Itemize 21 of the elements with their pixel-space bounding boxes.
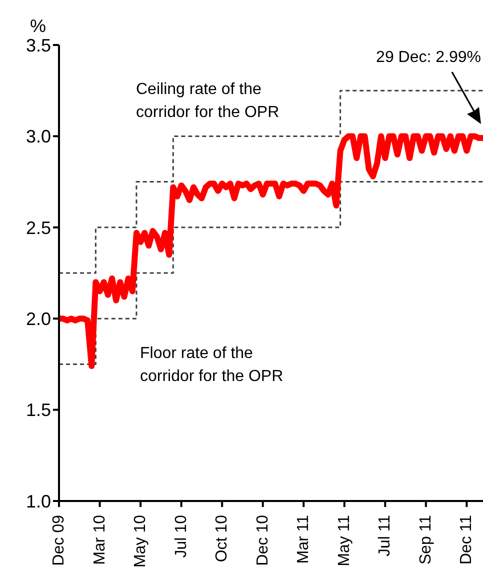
x-tick-label: May 11 bbox=[336, 514, 353, 566]
y-tick-label: 3.5 bbox=[26, 35, 51, 56]
y-axis-title: % bbox=[30, 16, 46, 37]
y-tick-label: 2.0 bbox=[26, 308, 51, 329]
x-tick-label: Mar 10 bbox=[91, 514, 108, 565]
y-tick-label: 1.5 bbox=[26, 400, 51, 420]
x-tick-label: Dec 11 bbox=[458, 514, 476, 565]
annotation: Floor rate of the corridor for the OPR bbox=[140, 344, 284, 387]
y-tick-label: 3.0 bbox=[26, 126, 51, 147]
x-tick-label: May 10 bbox=[132, 514, 150, 568]
y-tick-label: 2.5 bbox=[26, 218, 51, 238]
y-tick-label: 1.0 bbox=[26, 491, 51, 512]
x-tick-label: Jul 10 bbox=[172, 514, 190, 558]
annotation: 29 Dec: 2.99% bbox=[375, 48, 481, 68]
x-tick-label: Jul 11 bbox=[376, 514, 394, 557]
x-tick-label: Dec 10 bbox=[254, 514, 272, 566]
x-tick-label: Oct 10 bbox=[214, 514, 231, 562]
x-tick-label: Mar 11 bbox=[295, 514, 312, 564]
x-tick-label: Sep 11 bbox=[417, 514, 434, 565]
x-tick-label: Dec 09 bbox=[50, 514, 68, 566]
annotation: Ceiling rate of the corridor for the OPR bbox=[136, 80, 280, 123]
